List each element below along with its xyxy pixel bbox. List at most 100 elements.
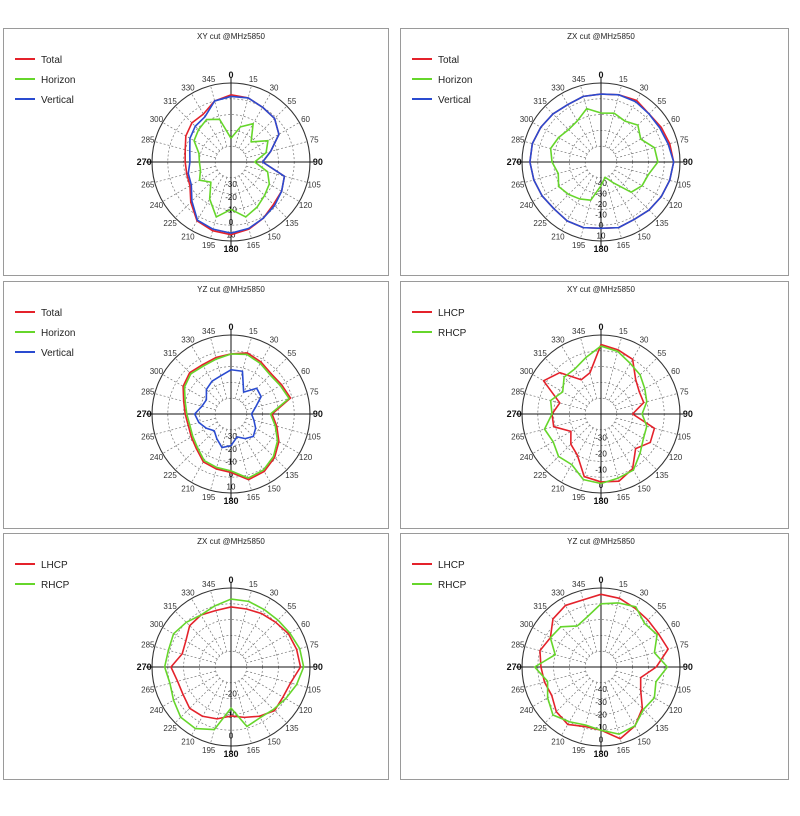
angle-tick-label: 15 (249, 75, 258, 84)
chart-title: YZ cut @MHz5850 (567, 537, 635, 546)
grid-spoke (544, 357, 591, 404)
angle-tick-label: 165 (247, 493, 261, 502)
angle-tick-label: 315 (163, 97, 177, 106)
grid-spoke (241, 424, 288, 471)
chart-title: XY cut @MHz5850 (197, 32, 266, 41)
angle-tick-label: 265 (511, 180, 525, 189)
angle-tick-label: 55 (287, 602, 296, 611)
angle-tick-label: 120 (669, 453, 683, 462)
grid-spoke (561, 598, 594, 654)
radial-tick-label: -20 (225, 689, 237, 698)
grid-spoke (174, 357, 221, 404)
angle-tick-label: 135 (285, 471, 299, 480)
grid-spoke (524, 165, 586, 183)
angle-tick-label: 120 (299, 453, 313, 462)
grid-spoke (238, 680, 271, 736)
grid-spoke (241, 357, 288, 404)
legend-label: Total (438, 55, 459, 66)
grid-spoke (154, 417, 216, 435)
grid-spoke (154, 670, 216, 688)
angle-tick-label: 285 (511, 641, 525, 650)
legend-label: Vertical (41, 348, 74, 359)
angle-tick-label: 60 (301, 367, 310, 376)
angle-tick-label: 300 (520, 367, 534, 376)
grid-spoke (524, 646, 586, 664)
angle-tick-label: 180 (223, 496, 238, 506)
radial-tick-label: 10 (227, 483, 236, 492)
grid-spoke (614, 374, 670, 407)
angle-tick-label: 180 (593, 749, 608, 759)
legend-label: LHCP (438, 560, 465, 571)
angle-tick-label: 0 (228, 70, 233, 80)
angle-tick-label: 210 (551, 485, 565, 494)
grid-spoke (154, 141, 216, 159)
angle-tick-label: 0 (228, 575, 233, 585)
grid-spoke (580, 337, 598, 399)
grid-spoke (614, 169, 670, 202)
angle-tick-label: 240 (150, 453, 164, 462)
angle-tick-label: 120 (669, 201, 683, 210)
angle-tick-label: 0 (228, 322, 233, 332)
grid-spoke (608, 427, 641, 483)
series-line-rhcp (543, 345, 648, 485)
angle-tick-label: 345 (202, 580, 216, 589)
polar-chart-xy-cut-1: XY cut @MHz5850 0 15 30 55 60 75 90 105 120 135 150… (3, 28, 389, 276)
chart-title: ZX cut @MHz5850 (197, 537, 265, 546)
grid-spoke (162, 421, 218, 454)
grid-spoke (604, 85, 622, 147)
grid-spoke (241, 677, 288, 724)
grid-spoke (604, 590, 622, 652)
grid-spoke (611, 357, 658, 404)
series-line-vertical (193, 368, 262, 449)
angle-tick-label: 90 (683, 157, 693, 167)
angle-tick-label: 330 (551, 83, 565, 92)
angle-tick-label: 60 (671, 620, 680, 629)
angle-tick-label: 285 (141, 136, 155, 145)
angle-tick-label: 135 (655, 471, 669, 480)
chart-title: YZ cut @MHz5850 (197, 285, 265, 294)
angle-tick-label: 150 (637, 233, 651, 242)
grid-spoke (174, 105, 221, 152)
angle-tick-label: 105 (307, 432, 321, 441)
angle-tick-label: 300 (150, 367, 164, 376)
angle-tick-label: 265 (141, 432, 155, 441)
grid-spoke (241, 172, 288, 219)
angle-tick-label: 75 (310, 388, 319, 397)
grid-spoke (604, 337, 622, 399)
grid-spoke (162, 674, 218, 707)
angle-tick-label: 135 (655, 219, 669, 228)
angle-tick-label: 300 (150, 115, 164, 124)
series-line-vertical (187, 95, 286, 234)
angle-tick-label: 105 (677, 180, 691, 189)
angle-tick-label: 315 (533, 97, 547, 106)
grid-spoke (616, 417, 678, 435)
grid-spoke (561, 427, 594, 483)
radial-tick-label: -30 (595, 698, 607, 707)
grid-spoke (608, 175, 641, 231)
radial-tick-label: 0 (599, 221, 604, 230)
angle-tick-label: 150 (267, 233, 281, 242)
radial-tick-label: -20 (595, 200, 607, 209)
angle-tick-label: 30 (640, 335, 649, 344)
angle-tick-label: 180 (223, 244, 238, 254)
radial-tick-label: 0 (599, 736, 604, 745)
series-line-total (182, 352, 292, 481)
angle-tick-label: 90 (683, 409, 693, 419)
chart-title: ZX cut @MHz5850 (567, 32, 635, 41)
angle-tick-label: 265 (141, 685, 155, 694)
grid-spoke (561, 175, 594, 231)
angle-tick-label: 210 (181, 233, 195, 242)
grid-spoke (244, 674, 300, 707)
angle-tick-label: 120 (299, 201, 313, 210)
angle-tick-label: 240 (520, 706, 534, 715)
angle-tick-label: 90 (313, 409, 323, 419)
angle-tick-label: 285 (511, 136, 525, 145)
grid-spoke (162, 169, 218, 202)
angle-tick-label: 60 (301, 620, 310, 629)
radial-tick-label: -30 (225, 432, 237, 441)
series-line-rhcp (533, 602, 669, 735)
grid-spoke (191, 427, 224, 483)
radial-tick-label: -10 (225, 710, 237, 719)
